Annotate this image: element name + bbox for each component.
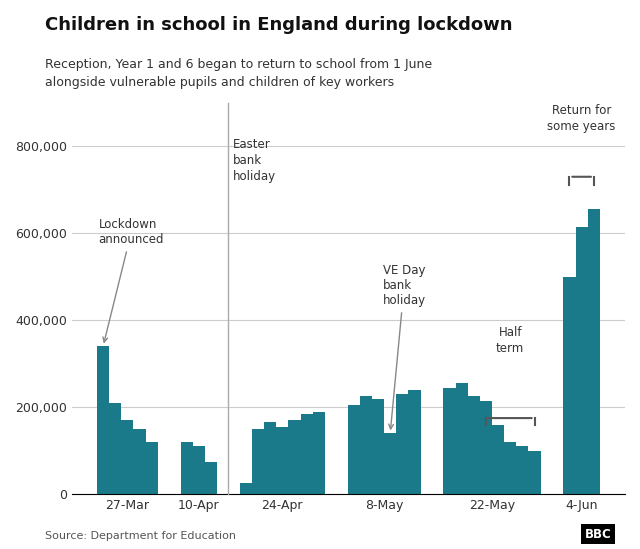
Bar	[480, 401, 492, 494]
Bar	[205, 462, 217, 494]
Text: Easter
bank
holiday: Easter bank holiday	[233, 138, 276, 183]
Bar	[313, 412, 325, 494]
Bar	[384, 433, 396, 494]
Text: BBC: BBC	[584, 528, 611, 541]
Bar	[444, 388, 456, 494]
Bar	[408, 390, 420, 494]
Bar	[301, 414, 313, 494]
Bar	[146, 442, 158, 494]
Bar	[122, 420, 134, 494]
Bar	[456, 383, 468, 494]
Text: Source: Department for Education: Source: Department for Education	[45, 531, 236, 541]
Bar	[289, 420, 301, 494]
Bar	[264, 422, 276, 494]
Bar	[516, 446, 529, 494]
Bar	[468, 396, 480, 494]
Bar	[504, 442, 516, 494]
Bar	[240, 483, 252, 494]
Bar	[396, 394, 408, 494]
Bar	[575, 227, 588, 494]
Bar	[134, 429, 146, 494]
Text: Children in school in England during lockdown: Children in school in England during loc…	[45, 16, 512, 35]
Bar	[348, 405, 360, 494]
Bar	[529, 451, 541, 494]
Text: Half
term: Half term	[496, 326, 524, 355]
Bar	[193, 446, 205, 494]
Text: Lockdown
announced: Lockdown announced	[99, 219, 164, 342]
Text: Return for
some years: Return for some years	[547, 104, 616, 133]
Bar	[97, 346, 109, 494]
Bar	[372, 399, 384, 494]
Text: Reception, Year 1 and 6 began to return to school from 1 June
alongside vulnerab: Reception, Year 1 and 6 began to return …	[45, 58, 432, 88]
Text: VE Day
bank
holiday: VE Day bank holiday	[383, 264, 426, 429]
Bar	[563, 277, 575, 494]
Bar	[360, 396, 372, 494]
Bar	[588, 209, 600, 494]
Bar	[109, 403, 122, 494]
Bar	[252, 429, 264, 494]
Bar	[180, 442, 193, 494]
Bar	[276, 427, 289, 494]
Bar	[492, 424, 504, 494]
